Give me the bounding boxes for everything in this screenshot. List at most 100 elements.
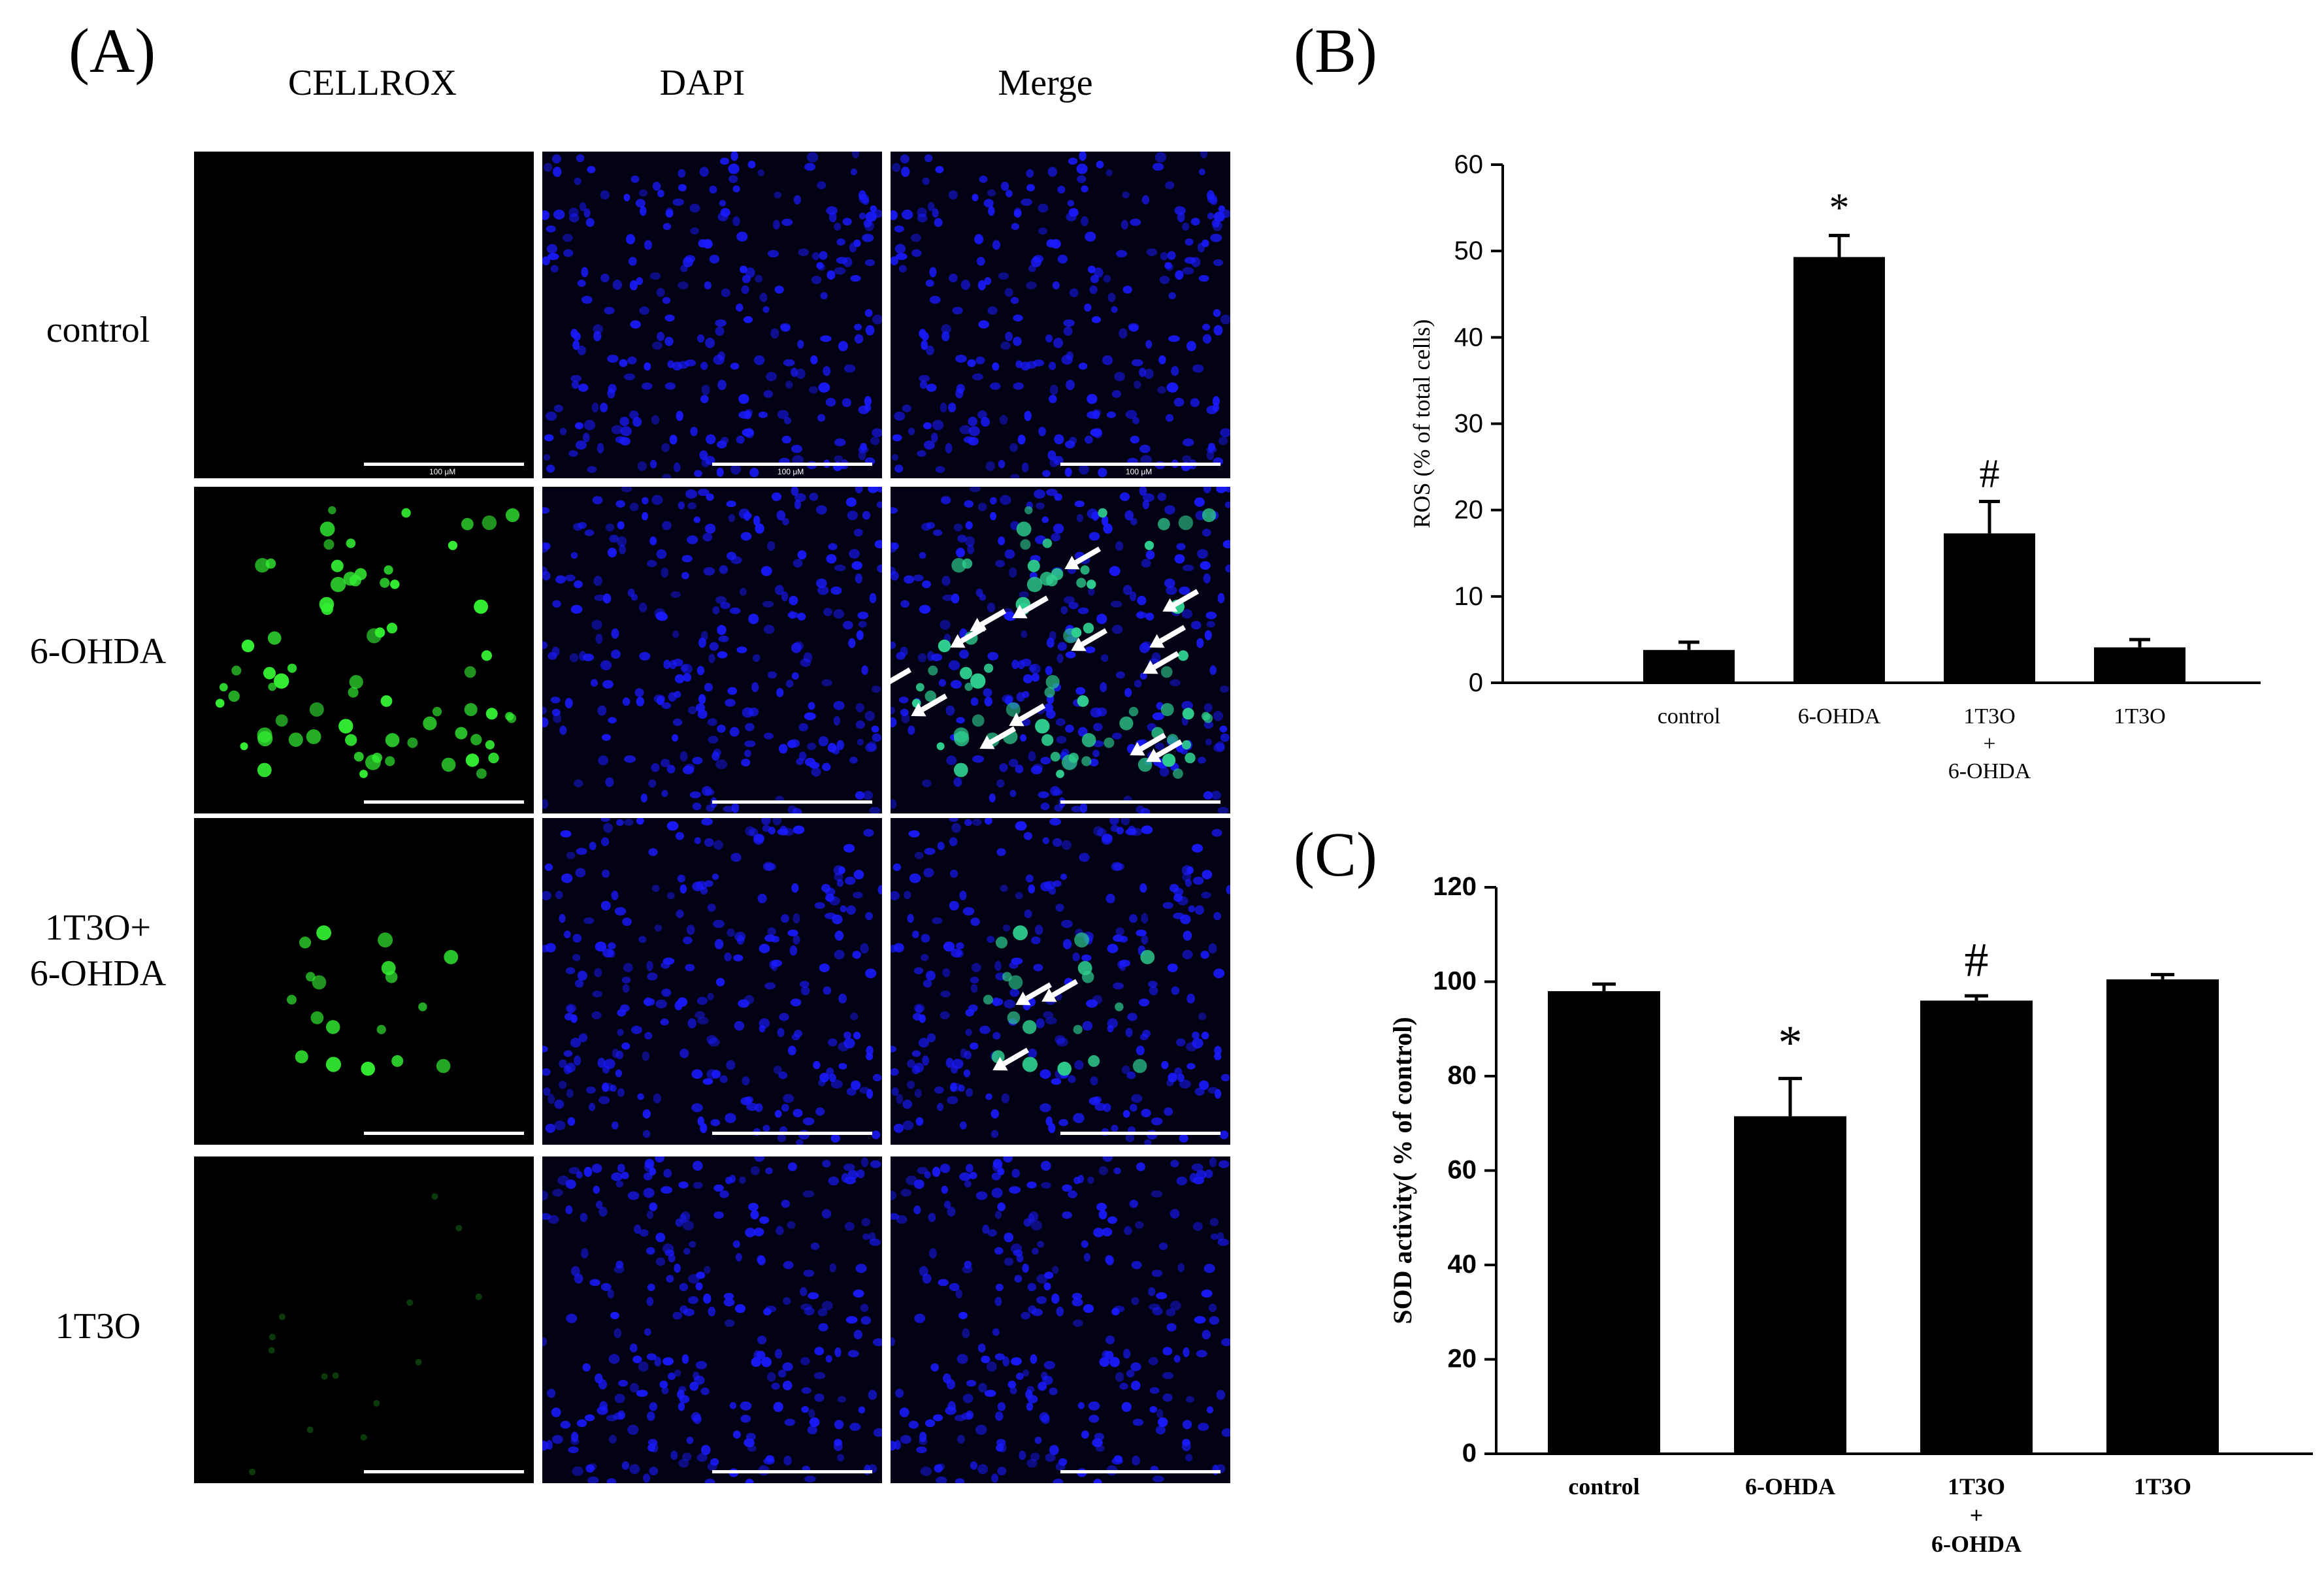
bar — [1734, 1116, 1846, 1454]
micrograph-merge: 100 μM — [891, 152, 1230, 478]
row-label-1t3o: 1T3O — [13, 1303, 183, 1349]
micrograph-cellrox — [194, 818, 534, 1145]
scale-bar — [364, 1132, 524, 1135]
arrow-icon — [992, 1047, 1029, 1071]
panel-letter: (B) — [1294, 16, 1377, 86]
y-tick-label: 50 — [1454, 237, 1484, 265]
scale-bar — [712, 800, 872, 804]
arrow-icon — [979, 726, 1016, 749]
scale-bar — [364, 463, 524, 466]
x-tick-label: control — [1658, 704, 1720, 729]
x-tick-label: + — [1983, 732, 1995, 756]
x-tick-label: 1T3O — [2134, 1473, 2191, 1500]
significance-marker: * — [1829, 186, 1850, 230]
y-tick-label: 120 — [1433, 872, 1477, 901]
scale-bar-label: 100 μM — [429, 467, 456, 476]
scale-bar — [1060, 800, 1220, 804]
micrograph-dapi — [542, 487, 882, 813]
x-tick-label: 6-OHDA — [1948, 759, 2031, 783]
micrograph-dapi: 100 μM — [542, 152, 882, 478]
micrograph-merge — [891, 818, 1230, 1145]
x-tick-label: control — [1568, 1473, 1639, 1500]
y-tick-label: 60 — [1454, 150, 1484, 179]
bar — [1643, 649, 1735, 683]
y-axis-label: ROS (% of total cells) — [1409, 320, 1435, 529]
arrow-icon — [1149, 625, 1186, 648]
y-tick-label: 20 — [1454, 496, 1484, 525]
x-tick-label: 1T3O — [1948, 1473, 2005, 1500]
arrow-icon — [1015, 982, 1052, 1006]
x-tick-label: + — [1970, 1502, 1984, 1528]
row-label-line: 6-OHDA — [29, 631, 167, 672]
significance-marker: # — [1965, 934, 1989, 987]
y-tick-label: 80 — [1448, 1061, 1477, 1090]
row-label-line: control — [46, 310, 150, 350]
arrow-icon — [1130, 732, 1166, 756]
scale-bar — [1060, 1470, 1220, 1473]
y-tick-label: 30 — [1454, 410, 1484, 438]
row-label-1t3o-6-ohda: 1T3O+ 6-OHDA — [13, 905, 183, 996]
arrow-icon — [1009, 703, 1045, 727]
column-header-cellrox: CELLROX — [287, 63, 457, 103]
micrograph-merge — [891, 487, 1230, 813]
x-tick-label: 6-OHDA — [1931, 1531, 2021, 1557]
micrograph-dapi — [542, 1156, 882, 1483]
ros-bar-chart: (B) 0 10 20 30 40 50 60 ROS (% of total cells) co… — [1294, 16, 2261, 783]
scale-bar — [1060, 463, 1220, 466]
y-tick-label: 10 — [1454, 582, 1484, 611]
scale-bar-label: 100 μM — [1126, 467, 1153, 476]
x-tick-label: 1T3O — [1963, 704, 2015, 729]
bar — [2106, 979, 2219, 1454]
panel-letter: (C) — [1294, 819, 1377, 889]
micrograph-dapi — [542, 818, 882, 1145]
scale-bar — [364, 1470, 524, 1473]
scale-bar — [712, 1132, 872, 1135]
y-tick-label: 0 — [1469, 668, 1483, 697]
scale-bar — [712, 463, 872, 466]
bar — [1548, 991, 1660, 1454]
row-label-line: 6-OHDA — [29, 953, 167, 994]
y-tick-label: 40 — [1448, 1250, 1477, 1279]
row-label-line: 1T3O+ — [44, 908, 152, 948]
row-label-6-ohda: 6-OHDA — [13, 629, 183, 674]
arrow-icon — [1162, 589, 1199, 612]
y-tick-label: 20 — [1448, 1345, 1477, 1373]
x-tick-label: 1T3O — [2114, 704, 2165, 729]
y-tick-label: 60 — [1448, 1156, 1477, 1185]
scale-bar-label: 100 μM — [777, 467, 804, 476]
scale-bar — [712, 1470, 872, 1473]
column-header-merge: Merge — [998, 63, 1093, 103]
arrow-icon — [1071, 628, 1107, 651]
y-axis-label: SOD activity( % of control) — [1388, 1017, 1417, 1324]
y-tick-label: 40 — [1454, 323, 1484, 352]
scale-bar — [1060, 1132, 1220, 1135]
arrow-icon — [1012, 595, 1049, 619]
arrow-icon — [1143, 651, 1179, 674]
bar — [1944, 533, 2035, 683]
micrograph-cellrox — [194, 487, 534, 813]
micrograph-cellrox — [194, 1156, 534, 1483]
bar — [1793, 257, 1885, 683]
sod-bar-chart: (C) 0 20 40 60 80 100 120 SOD activity( % of con… — [1294, 819, 2313, 1557]
bar — [1920, 1000, 2033, 1454]
significance-marker: * — [1778, 1017, 1803, 1070]
column-header-dapi: DAPI — [659, 63, 745, 103]
row-label-control: control — [13, 307, 183, 353]
y-tick-label: 100 — [1433, 967, 1477, 996]
micrograph-merge — [891, 1156, 1230, 1483]
arrow-icon — [1041, 979, 1078, 1002]
arrow-icon — [950, 625, 987, 648]
arrow-icon — [1064, 546, 1101, 570]
row-label-line: 1T3O — [55, 1306, 141, 1347]
x-tick-label: 6-OHDA — [1745, 1473, 1835, 1500]
scale-bar — [364, 800, 524, 804]
micrograph-cellrox: 100 μM — [194, 152, 534, 478]
arrow-icon — [1146, 739, 1183, 762]
arrow-icon — [911, 693, 947, 717]
arrow-icon — [891, 667, 911, 686]
bar — [2094, 647, 2185, 683]
panel-a-letter: (A) — [69, 16, 156, 86]
significance-marker: # — [1980, 451, 2000, 496]
x-tick-label: 6-OHDA — [1798, 704, 1881, 729]
y-tick-label: 0 — [1462, 1439, 1477, 1467]
